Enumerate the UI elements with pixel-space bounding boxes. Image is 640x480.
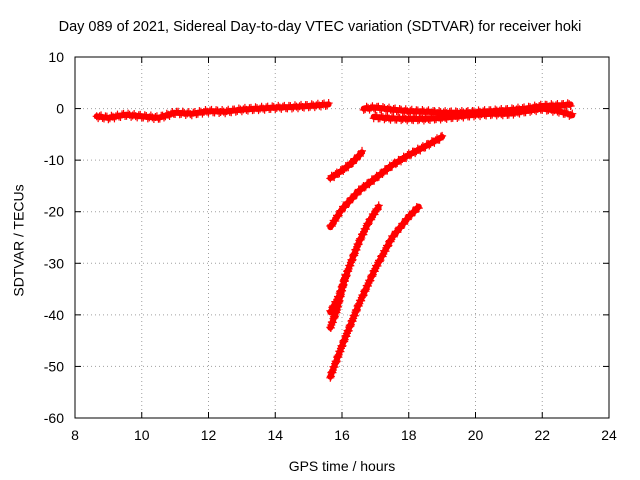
data-point <box>337 207 346 216</box>
data-point <box>373 205 382 214</box>
series-arc-5 <box>326 131 447 231</box>
data-point <box>327 221 336 230</box>
data-point <box>333 212 342 221</box>
x-tick-label: 18 <box>401 427 417 443</box>
y-tick-label: 0 <box>56 101 64 117</box>
data-point <box>436 132 445 141</box>
series-arc-4 <box>326 146 367 183</box>
data-point <box>358 146 367 155</box>
data-point <box>568 109 577 118</box>
chart-title: Day 089 of 2021, Sidereal Day-to-day VTE… <box>58 19 582 35</box>
series-arc-1 <box>92 99 333 124</box>
data-point <box>383 242 392 251</box>
data-point <box>341 270 350 279</box>
x-tick-label: 8 <box>71 427 79 443</box>
data-point <box>438 131 447 140</box>
series-arc-3 <box>369 103 577 125</box>
data-point <box>365 180 374 189</box>
data-point <box>352 155 361 164</box>
y-tick-label: -10 <box>44 152 64 168</box>
data-point <box>373 261 382 270</box>
x-tick-label: 22 <box>534 427 550 443</box>
data-point <box>356 235 365 244</box>
data-point <box>360 286 369 295</box>
data-point <box>414 204 423 213</box>
x-tick-label: 16 <box>334 427 350 443</box>
data-point <box>385 236 394 245</box>
data-point <box>359 291 368 300</box>
data-point <box>565 100 574 109</box>
data-point <box>378 170 387 179</box>
ticks: 8 10 12 14 16 18 20 22 24 10 0 -10 -20 -30 -40 -50 -60 <box>44 49 617 443</box>
data-point <box>377 251 386 260</box>
x-tick-label: 20 <box>468 427 484 443</box>
data-point <box>356 234 365 243</box>
data-point <box>339 166 348 175</box>
data-point <box>412 203 421 212</box>
x-tick-label: 24 <box>601 427 617 443</box>
y-tick-label: -60 <box>44 410 64 426</box>
y-tick-label: -50 <box>44 358 64 374</box>
series-arc-8 <box>326 203 423 382</box>
data-point <box>336 206 345 215</box>
data-point <box>409 207 418 216</box>
data-point <box>396 224 405 233</box>
data-point <box>324 99 333 108</box>
data-point <box>566 110 575 119</box>
x-axis-label: GPS time / hours <box>289 458 396 474</box>
data-point <box>357 234 366 243</box>
data-point <box>406 211 415 220</box>
data-point <box>357 296 366 305</box>
y-tick-label: -40 <box>44 307 64 323</box>
data-point <box>362 225 371 234</box>
data-point <box>370 210 379 219</box>
data-point <box>361 287 370 296</box>
y-tick-label: -30 <box>44 255 64 271</box>
data-series <box>92 99 577 382</box>
data-point <box>566 102 575 111</box>
y-tick-label: -20 <box>44 204 64 220</box>
data-point <box>374 201 383 210</box>
x-tick-label: 14 <box>267 427 283 443</box>
data-point <box>360 183 369 192</box>
x-tick-label: 12 <box>201 427 217 443</box>
data-point <box>348 195 357 204</box>
data-point <box>366 214 375 223</box>
y-tick-label: 10 <box>48 49 64 65</box>
grid <box>75 57 609 418</box>
data-point <box>381 247 390 256</box>
series-arc-7 <box>326 270 350 332</box>
data-point <box>354 240 363 249</box>
data-point <box>370 266 379 275</box>
data-point <box>411 149 420 158</box>
data-point <box>366 276 375 285</box>
data-point <box>399 219 408 228</box>
x-tick-label: 10 <box>134 427 150 443</box>
data-point <box>368 270 377 279</box>
data-point <box>425 141 434 150</box>
data-point <box>373 205 382 214</box>
data-point <box>355 151 364 160</box>
data-point <box>391 160 400 169</box>
y-axis-label: SDTVAR / TECUs <box>11 184 27 296</box>
data-point <box>375 257 384 266</box>
data-point <box>364 220 373 229</box>
data-point <box>368 272 377 281</box>
data-point <box>359 291 368 300</box>
